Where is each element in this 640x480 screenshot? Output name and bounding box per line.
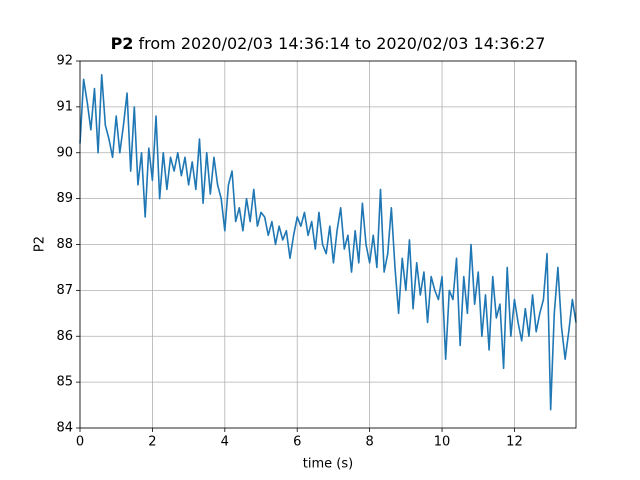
data-line: [79, 73, 577, 411]
y-tick-label: 89: [56, 191, 73, 206]
y-tick-label: 91: [56, 99, 73, 114]
y-tick-label: 92: [56, 54, 73, 69]
title-bold: P2: [111, 34, 134, 53]
x-axis-label: time (s): [303, 457, 353, 472]
plot-frame: [79, 60, 577, 429]
title-rest: from 2020/02/03 14:36:14 to 2020/02/03 1…: [139, 34, 546, 53]
y-tick-label: 85: [56, 375, 73, 390]
x-tick-label: 0: [76, 435, 84, 450]
y-tick-label: 90: [56, 145, 73, 160]
x-tick-label: 6: [293, 435, 301, 450]
y-tick-label: 87: [56, 283, 73, 298]
x-tick-label: 4: [221, 435, 229, 450]
x-tick-label: 12: [506, 435, 523, 450]
chart-title: P2 from 2020/02/03 14:36:14 to 2020/02/0…: [111, 34, 546, 53]
y-axis-label: P2: [33, 236, 48, 252]
y-tick-label: 88: [56, 237, 73, 252]
y-tick-label: 86: [56, 329, 73, 344]
x-tick-label: 2: [148, 435, 156, 450]
x-tick-label: 8: [365, 435, 373, 450]
x-tick-label: 10: [434, 435, 451, 450]
y-tick-label: 84: [56, 421, 73, 436]
